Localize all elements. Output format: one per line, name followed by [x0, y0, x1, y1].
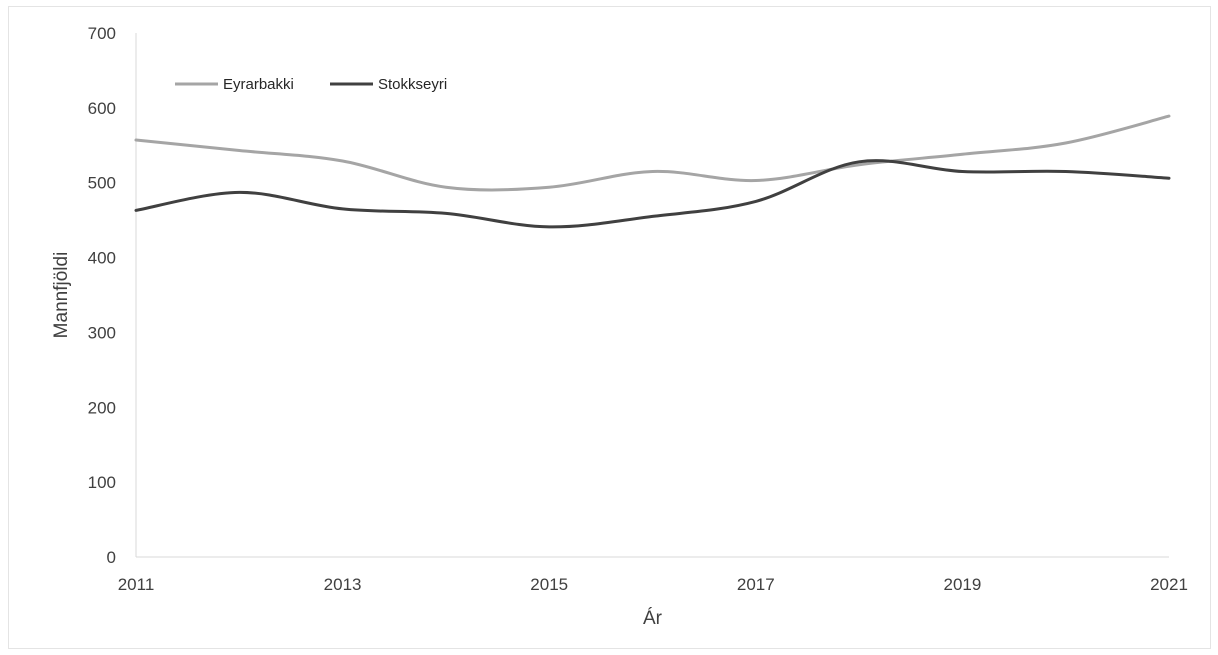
x-tick-label: 2021	[1150, 575, 1188, 594]
y-tick-label: 300	[88, 323, 116, 342]
series-line-stokkseyri	[134, 159, 1171, 229]
y-tick-label: 200	[88, 398, 116, 417]
legend-label-eyrarbakki: Eyrarbakki	[223, 76, 294, 93]
x-axis-ticks: 2011 2013 2015 2017 2019 2021	[118, 575, 1188, 594]
x-tick-label: 2015	[530, 575, 568, 594]
y-axis-ticks: 0 100 200 300 400 500 600 700	[88, 24, 116, 567]
y-axis-title: Mannfjöldi	[51, 252, 72, 339]
y-tick-label: 600	[88, 99, 116, 118]
x-tick-label: 2013	[324, 575, 362, 594]
y-tick-label: 0	[107, 548, 116, 567]
x-tick-label: 2017	[737, 575, 775, 594]
y-tick-label: 100	[88, 473, 116, 492]
y-tick-label: 700	[88, 24, 116, 43]
chart-frame	[8, 6, 1211, 649]
y-tick-label: 500	[88, 174, 116, 193]
x-axis-title: Ár	[643, 608, 663, 629]
legend-label-stokkseyri: Stokkseyri	[378, 76, 447, 93]
series-line-eyrarbakki	[134, 114, 1171, 192]
series-lines	[134, 114, 1171, 229]
legend: Eyrarbakki Stokkseyri	[175, 76, 447, 93]
x-tick-label: 2011	[118, 575, 155, 594]
x-tick-label: 2019	[943, 575, 981, 594]
y-tick-label: 400	[88, 249, 116, 268]
